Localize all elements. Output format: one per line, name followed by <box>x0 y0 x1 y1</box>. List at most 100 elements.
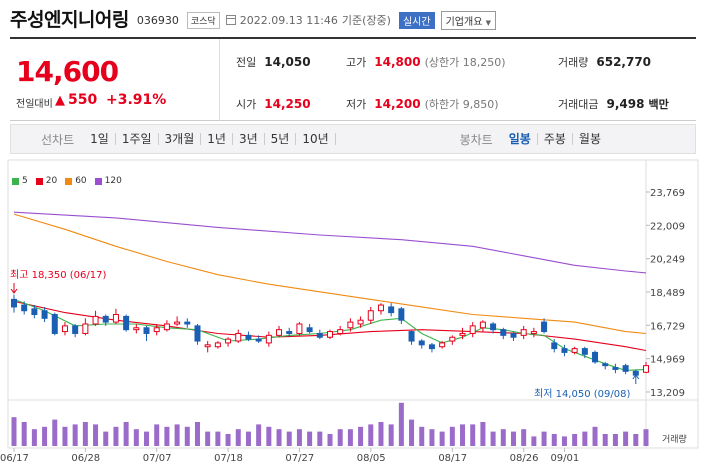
candle-weekly[interactable]: 주봉 <box>538 133 573 145</box>
volume-bar <box>561 436 567 446</box>
volume-bar <box>439 431 445 446</box>
legend-label: 5 <box>22 176 28 186</box>
y-tick-label: 16,729 <box>650 321 685 332</box>
volume-bar <box>388 424 394 446</box>
stock-code: 036930 <box>136 13 179 27</box>
x-tick-label: 06/17 <box>0 453 29 464</box>
period-1y[interactable]: 1년 <box>201 133 233 145</box>
volume-bar <box>521 429 527 446</box>
volume-bar <box>643 429 649 446</box>
candle-chart-label: 봉차트 <box>459 132 493 147</box>
candle-body <box>337 329 344 334</box>
legend-ma20[interactable]: 20 <box>35 176 58 186</box>
volume-bar <box>409 419 415 446</box>
volume-bar <box>541 431 547 446</box>
volume-bar <box>113 426 119 446</box>
candle-body <box>245 334 252 340</box>
legend-swatch <box>94 177 102 185</box>
high-stat: 고가 14,800 (상한가 18,250) <box>346 54 506 70</box>
legend-ma60[interactable]: 60 <box>65 176 87 186</box>
candle-body <box>265 334 272 344</box>
volume-bar <box>52 419 58 446</box>
volume-bar <box>358 426 364 446</box>
candle-body <box>41 310 48 319</box>
candle-body <box>592 351 599 363</box>
candle-body <box>479 321 486 329</box>
volume-bar <box>398 402 404 446</box>
volume-bar <box>490 431 496 446</box>
legend-label: 20 <box>45 176 58 186</box>
volume-bar <box>531 436 537 446</box>
period-5y[interactable]: 5년 <box>265 133 297 145</box>
amount-unit: 백만 <box>648 98 669 111</box>
y-tick-label: 20,249 <box>650 255 685 266</box>
period-3y[interactable]: 3년 <box>233 133 265 145</box>
volume-bar <box>174 424 180 446</box>
quote-basis: 기준(장중) <box>341 14 391 27</box>
candle-body <box>225 338 232 344</box>
high-arrowhead <box>10 288 18 294</box>
volume-bar <box>317 431 323 446</box>
candle-body <box>255 338 262 342</box>
volume-bar <box>592 426 598 446</box>
low-annotation: 최저 14,050 (09/08) <box>534 388 630 400</box>
candle-body <box>82 323 89 334</box>
candle-monthly[interactable]: 월봉 <box>578 132 601 146</box>
candle-body <box>306 327 313 333</box>
period-1w[interactable]: 1주일 <box>116 133 159 145</box>
x-tick-label: 07/18 <box>214 453 243 464</box>
volume-bar <box>286 431 292 446</box>
volume-bar <box>215 431 221 446</box>
period-1d[interactable]: 1일 <box>84 133 116 145</box>
volume-bar <box>572 434 578 446</box>
candle-body <box>174 321 181 325</box>
stock-header: 주성엔지니어링 036930 코스닥 2022.09.13 11:46 기준(장… <box>0 0 706 36</box>
line-chart-label: 선차트 <box>41 132 75 147</box>
amount-stat: 거래대금 9,498 백만 <box>558 96 669 112</box>
candle-body <box>541 321 548 333</box>
volume-bar <box>144 431 150 446</box>
candle-body <box>367 310 374 321</box>
legend-swatch <box>12 177 19 185</box>
open-value: 14,250 <box>264 97 311 111</box>
low-stat: 저가 14,200 (하한가 9,850) <box>346 96 499 112</box>
candle-body <box>133 327 140 331</box>
candle-body <box>163 323 170 331</box>
period-10y[interactable]: 10년 <box>296 133 336 145</box>
realtime-button[interactable]: 실시간 <box>398 11 435 29</box>
volume-bar <box>103 431 109 446</box>
calendar-icon <box>225 15 236 25</box>
volume-bar <box>225 434 231 446</box>
prev-close-label: 전일 <box>236 56 257 69</box>
candle-body <box>612 367 619 370</box>
volume-bar <box>194 422 200 446</box>
volume-bar <box>256 424 262 446</box>
candle-body <box>622 365 629 372</box>
volume-bar <box>470 424 476 446</box>
candle-body <box>428 344 435 350</box>
price-box: 14,600 전일대비 ▲ 550 +3.91% <box>10 39 220 121</box>
amount-label: 거래대금 <box>558 98 599 111</box>
volume-bar <box>133 429 139 446</box>
volume-bar <box>460 424 466 446</box>
volume-bar <box>72 424 78 446</box>
volume-bar <box>307 431 313 446</box>
volume-bar <box>337 429 343 446</box>
period-3m[interactable]: 3개월 <box>159 133 202 145</box>
volume-stat: 거래량 652,770 <box>558 54 651 70</box>
volume-bar <box>612 434 618 446</box>
volume-bar <box>500 429 506 446</box>
candle-daily[interactable]: 일봉 <box>503 133 538 145</box>
legend-ma5[interactable]: 5 <box>12 176 28 186</box>
candle-body <box>214 342 221 348</box>
candle-body <box>143 327 150 334</box>
x-tick-label: 07/27 <box>285 453 314 464</box>
company-overview-dropdown[interactable]: 기업개요 ▼ <box>440 10 496 30</box>
low-value: 14,200 <box>374 97 421 111</box>
candle-body <box>510 332 517 338</box>
candle-body <box>602 363 609 367</box>
volume-bar <box>378 422 384 446</box>
ma60-line <box>13 213 647 335</box>
legend-ma120[interactable]: 120 <box>94 176 122 186</box>
